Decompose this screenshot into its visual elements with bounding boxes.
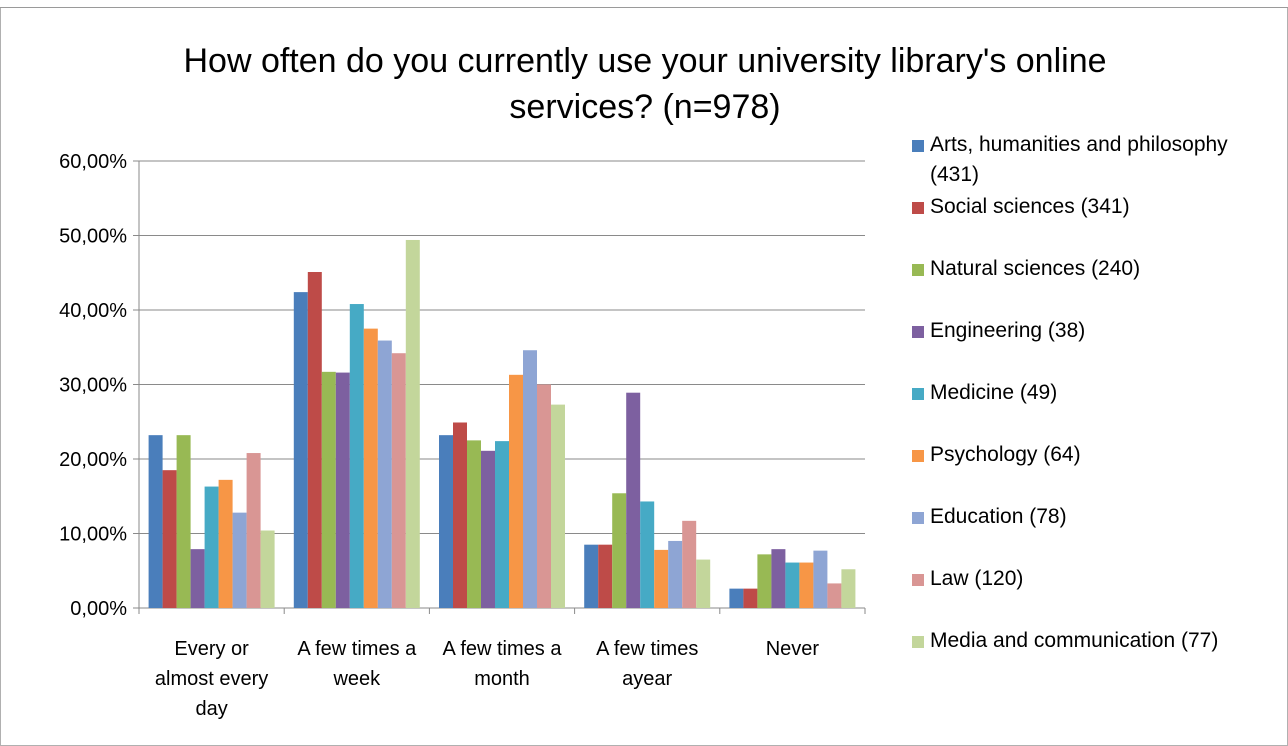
x-category-label: A few times bbox=[596, 638, 698, 660]
legend-label: Psychology (64) bbox=[930, 443, 1081, 466]
legend-swatch bbox=[912, 326, 924, 338]
bar bbox=[612, 493, 627, 608]
x-category-label: week bbox=[332, 668, 381, 690]
x-category-label: ayear bbox=[622, 668, 672, 690]
chart-title: How often do you currently use your univ… bbox=[183, 42, 1107, 126]
legend-swatch bbox=[912, 636, 924, 648]
bar bbox=[349, 304, 364, 608]
bar bbox=[307, 272, 322, 608]
legend-label: Media and communication (77) bbox=[930, 629, 1219, 652]
x-category-label: A few times a bbox=[443, 638, 563, 660]
y-tick-label: 50,00% bbox=[59, 226, 127, 248]
bar bbox=[827, 583, 842, 608]
bar bbox=[640, 501, 655, 608]
legend-item: Education (78) bbox=[912, 502, 1282, 532]
x-category-label: Every or bbox=[174, 638, 249, 660]
legend-item: Natural sciences (240) bbox=[912, 254, 1282, 284]
bar bbox=[537, 384, 551, 608]
bar bbox=[467, 440, 481, 608]
bar bbox=[260, 530, 275, 608]
legend-item: Psychology (64) bbox=[912, 440, 1282, 470]
bar bbox=[293, 292, 308, 608]
legend-item: Law (120) bbox=[912, 564, 1282, 594]
legend-label: Law (120) bbox=[930, 567, 1024, 590]
bar bbox=[509, 374, 523, 608]
bar bbox=[729, 588, 744, 608]
y-tick-label: 0,00% bbox=[70, 598, 127, 620]
legend-swatch bbox=[912, 388, 924, 400]
bar bbox=[190, 549, 205, 608]
bar bbox=[335, 372, 350, 608]
bar bbox=[162, 470, 177, 608]
legend-label: Natural sciences (240) bbox=[930, 257, 1141, 280]
x-category-label: month bbox=[474, 668, 530, 690]
x-category-label: almost every bbox=[155, 668, 268, 690]
bar bbox=[743, 588, 758, 608]
bar bbox=[218, 479, 233, 608]
bar bbox=[551, 404, 565, 608]
legend-swatch bbox=[912, 264, 924, 276]
x-category-label: day bbox=[195, 698, 227, 720]
legend-item: Social sciences (341) bbox=[912, 192, 1282, 222]
bar bbox=[841, 569, 856, 608]
window-top-border bbox=[0, 0, 1288, 8]
bar bbox=[481, 450, 495, 608]
legend-swatch bbox=[912, 574, 924, 586]
legend-label: Medicine (49) bbox=[930, 381, 1058, 404]
legend-item: Arts, humanities and philosophy (431) bbox=[912, 130, 1282, 190]
bar bbox=[771, 549, 786, 608]
bar bbox=[246, 453, 261, 608]
legend-item: Engineering (38) bbox=[912, 316, 1282, 346]
y-tick-label: 40,00% bbox=[59, 300, 127, 322]
bar bbox=[148, 435, 163, 608]
legend-swatch bbox=[912, 140, 924, 152]
bar bbox=[584, 544, 599, 608]
legend-label: Education (78) bbox=[930, 505, 1067, 528]
y-tick-label: 10,00% bbox=[59, 524, 127, 546]
y-tick-label: 60,00% bbox=[59, 151, 127, 173]
legend-label: Social sciences (341) bbox=[930, 195, 1130, 218]
bar bbox=[405, 239, 420, 608]
bar bbox=[785, 562, 800, 608]
legend-swatch bbox=[912, 202, 924, 214]
bar bbox=[321, 371, 336, 608]
bar bbox=[696, 559, 711, 608]
legend-item: Media and communication (77) bbox=[912, 626, 1282, 656]
bar bbox=[377, 340, 392, 608]
legend-swatch bbox=[912, 450, 924, 462]
legend-label: Arts, humanities and philosophy (431) bbox=[930, 133, 1228, 186]
x-category-label: A few times a bbox=[297, 638, 417, 660]
bar bbox=[232, 512, 247, 608]
bar bbox=[668, 540, 683, 608]
bar bbox=[799, 562, 814, 608]
bar bbox=[523, 350, 537, 608]
legend-item: Medicine (49) bbox=[912, 378, 1282, 408]
bar bbox=[439, 435, 453, 608]
bar bbox=[757, 554, 772, 608]
bar bbox=[391, 353, 406, 608]
bar bbox=[813, 550, 828, 608]
bar bbox=[495, 441, 509, 608]
y-tick-label: 20,00% bbox=[59, 449, 127, 471]
x-category-label: Never bbox=[766, 638, 820, 660]
legend-label: Engineering (38) bbox=[930, 319, 1086, 342]
y-tick-label: 30,00% bbox=[59, 375, 127, 397]
bar bbox=[598, 544, 613, 608]
bar bbox=[176, 435, 191, 608]
bar bbox=[626, 392, 641, 608]
bar bbox=[654, 549, 669, 608]
bar bbox=[204, 486, 219, 608]
bar bbox=[363, 328, 378, 608]
bar bbox=[453, 422, 467, 608]
legend-swatch bbox=[912, 512, 924, 524]
bar bbox=[682, 520, 697, 608]
